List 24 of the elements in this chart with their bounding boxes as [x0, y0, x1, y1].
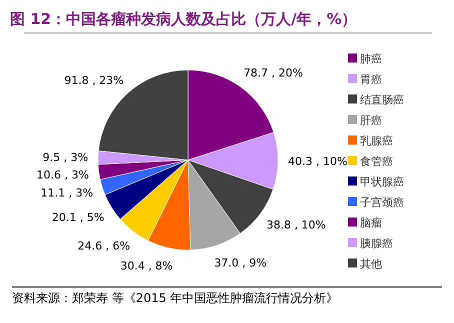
legend-label: 脑瘤 — [360, 216, 382, 230]
data-label: 20.1 , 5% — [52, 211, 104, 224]
data-label: 11.1 , 3% — [40, 186, 94, 200]
legend-label: 甲状腺癌 — [360, 176, 404, 188]
data-label: 91.8 , 23% — [64, 74, 124, 87]
data-label: 78.7 , 20% — [244, 66, 303, 80]
data-label: 40.3 , 10% — [288, 155, 348, 168]
legend-label: 乳腺癌 — [360, 134, 393, 148]
legend-label: 子宫颈癌 — [360, 196, 404, 209]
data-label: 38.8 , 10% — [266, 218, 326, 232]
legend-label: 肺癌 — [360, 52, 382, 66]
legend-label: 食管癌 — [360, 155, 393, 168]
legend-label: 胃癌 — [360, 73, 382, 86]
data-label: 10.6 , 3% — [36, 168, 89, 182]
chart-title: 图 12：中国各瘤种发病人数及占比（万人/年，%） — [10, 10, 357, 28]
legend-label: 其他 — [360, 258, 382, 270]
legend-label: 肝癌 — [360, 114, 382, 127]
text: 资料来源：郑荣寿 等《2015 年中国恶性肿瘤流行情况分析》 — [12, 291, 338, 305]
data-label: 9.5 , 3% — [42, 151, 88, 164]
legend-label: 结直肠癌 — [360, 94, 404, 106]
data-label: 37.0 , 9% — [214, 256, 267, 270]
data-label: 24.6 , 6% — [78, 240, 130, 253]
legend-label: 胰腺癌 — [360, 237, 393, 250]
data-label: 30.4 , 8% — [120, 259, 173, 272]
